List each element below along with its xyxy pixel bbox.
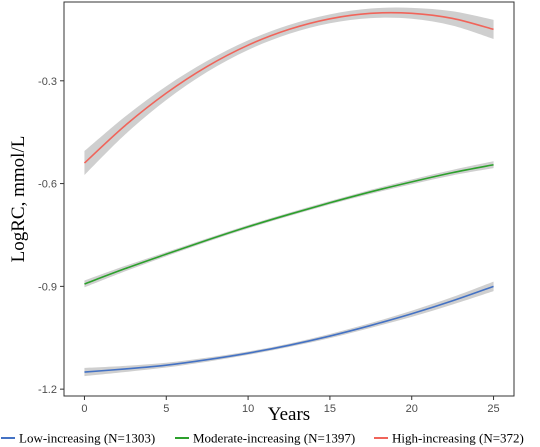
legend: Low-increasing (N=1303) Moderate-increasi…	[1, 431, 524, 446]
y-tick-label: -1.2	[38, 384, 57, 396]
legend-label-1: Moderate-increasing (N=1397)	[193, 431, 355, 446]
y-tick-label: -0.9	[38, 281, 57, 293]
ci-band-series-0	[84, 281, 494, 377]
y-axis-ticks: -1.2 -0.9 -0.6 -0.3	[38, 76, 64, 396]
ci-band-series-1	[84, 161, 494, 288]
x-tick-label: 5	[163, 403, 169, 415]
confidence-bands	[84, 7, 494, 377]
legend-label-0: Low-increasing (N=1303)	[19, 431, 155, 446]
y-tick-label: -0.3	[38, 76, 57, 88]
y-axis-title: LogRC, mmol/L	[8, 136, 29, 263]
series-line-1	[84, 163, 494, 285]
x-tick-label: 20	[406, 403, 418, 415]
x-tick-label: 0	[81, 403, 87, 415]
x-tick-label: 10	[242, 403, 254, 415]
series-lines	[83, 11, 494, 373]
x-tick-label: 25	[487, 403, 499, 415]
x-tick-label: 15	[324, 403, 336, 415]
series-line-2	[83, 11, 494, 164]
plot-panel-border	[63, 1, 515, 397]
legend-label-2: High-increasing (N=372)	[392, 431, 524, 446]
x-axis-title: Years	[268, 404, 310, 425]
series-line-0	[84, 285, 494, 373]
y-tick-label: -0.6	[38, 179, 57, 191]
ci-band-series-2	[84, 7, 494, 176]
x-axis-ticks: 0 5 10 15 20 25	[81, 396, 500, 415]
